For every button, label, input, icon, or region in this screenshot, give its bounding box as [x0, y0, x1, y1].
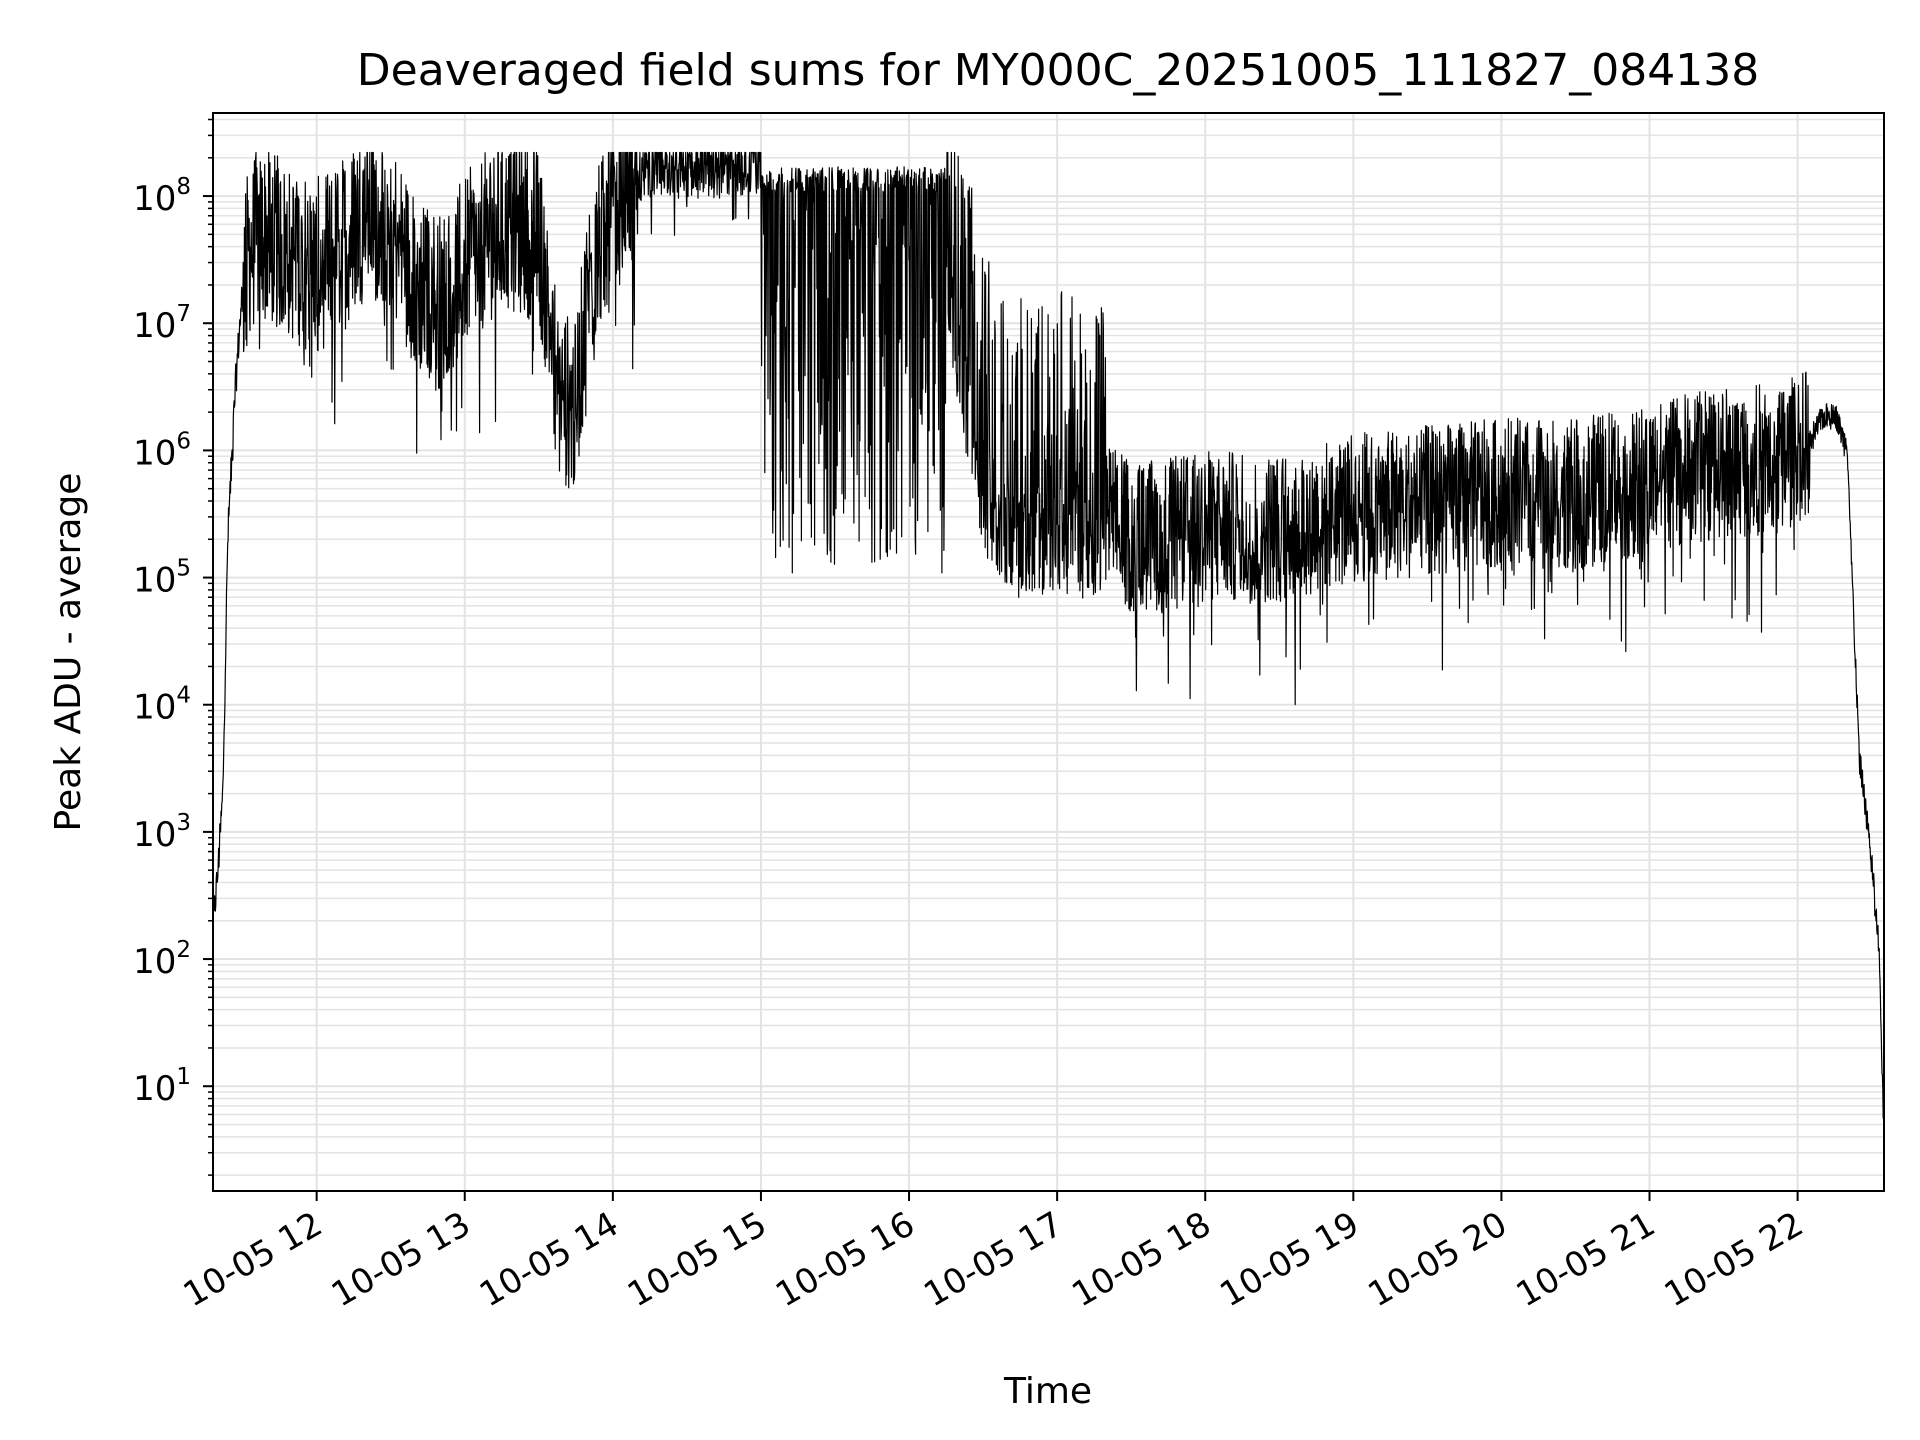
y-axis-label: Peak ADU - average: [48, 473, 89, 832]
y-axis: 101 102 103 104 105 106 107 108: [133, 118, 213, 1176]
series-line: [212, 151, 1885, 1145]
plot-area-frame: [212, 112, 1885, 1192]
y-tick-label: 106: [133, 428, 191, 473]
y-tick-label: 103: [133, 810, 191, 855]
data-series: [212, 151, 1885, 1145]
x-axis-label: Time: [1003, 1371, 1092, 1412]
y-tick-label: 107: [133, 301, 191, 346]
y-tick-label: 101: [133, 1064, 191, 1109]
grid-lines: [213, 113, 1884, 1191]
y-tick-label: 104: [133, 683, 191, 728]
y-tick-label: 102: [133, 937, 191, 982]
y-tick-label: 105: [133, 556, 191, 601]
y-tick-label: 108: [133, 174, 191, 219]
chart-title: Deaveraged field sums for MY000C_2025100…: [357, 45, 1759, 96]
